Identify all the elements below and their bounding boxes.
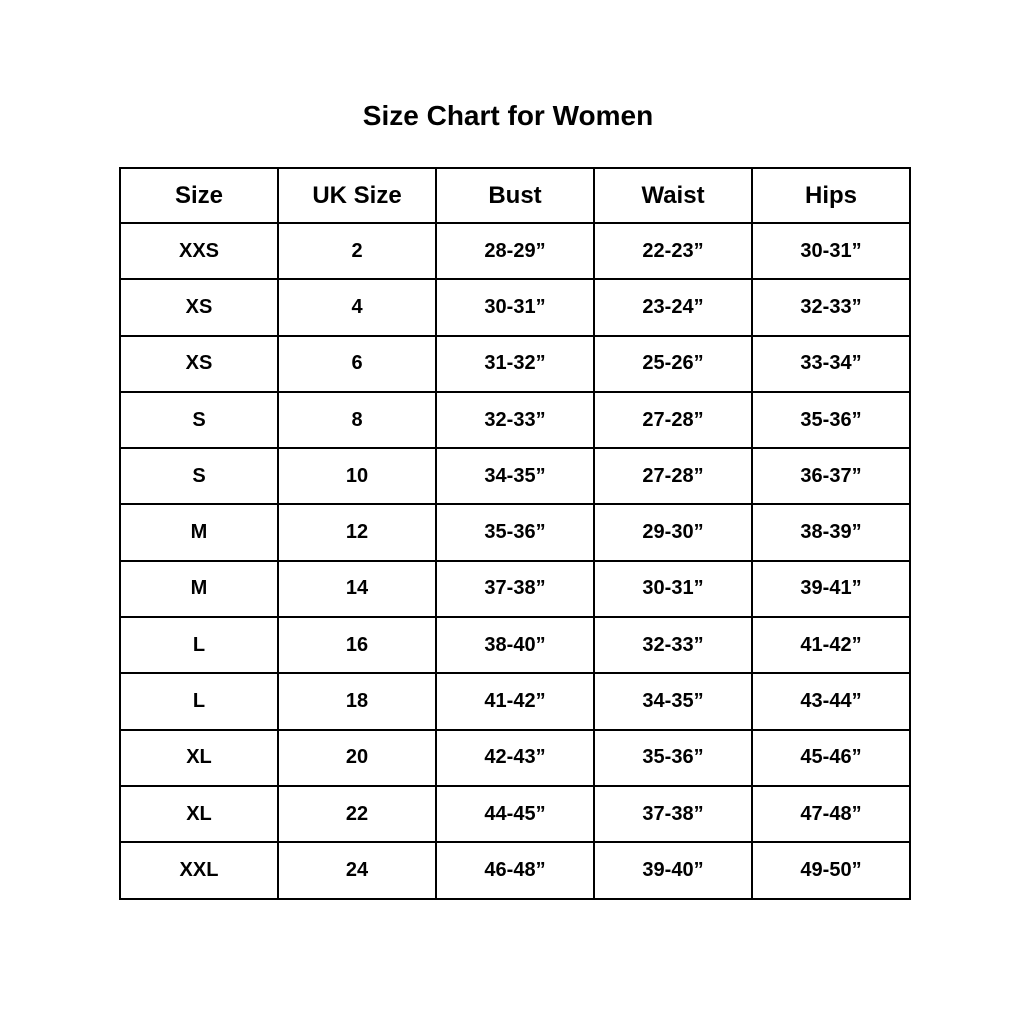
table-row: XS 6 31-32” 25-26” 33-34” bbox=[119, 334, 911, 393]
table-row: L 18 41-42” 34-35” 43-44” bbox=[119, 672, 911, 731]
cell-size: XS bbox=[119, 278, 279, 337]
cell-size: XS bbox=[119, 334, 279, 393]
cell-waist: 37-38” bbox=[593, 784, 753, 844]
header-uk-size: UK Size bbox=[277, 167, 437, 224]
cell-bust: 35-36” bbox=[435, 503, 595, 562]
header-bust: Bust bbox=[435, 167, 595, 224]
cell-hips: 35-36” bbox=[751, 390, 911, 450]
page-title: Size Chart for Women bbox=[362, 100, 654, 131]
cell-bust: 46-48” bbox=[435, 841, 595, 900]
cell-hips: 32-33” bbox=[751, 278, 911, 337]
table-row: S 10 34-35” 27-28” 36-37” bbox=[119, 447, 911, 506]
header-waist: Waist bbox=[593, 167, 753, 224]
size-chart-table: Size UK Size Bust Waist Hips XXS 2 28-29” 2… bbox=[119, 167, 911, 900]
table-header-row: Size UK Size Bust Waist Hips bbox=[119, 167, 911, 224]
table-row: XXL 24 46-48” 39-40” 49-50” bbox=[119, 841, 911, 900]
cell-uk-size: 6 bbox=[277, 334, 437, 393]
cell-waist: 23-24” bbox=[593, 278, 753, 337]
cell-bust: 30-31” bbox=[435, 278, 595, 337]
cell-bust: 28-29” bbox=[435, 221, 595, 281]
cell-uk-size: 10 bbox=[277, 447, 437, 506]
cell-size: S bbox=[119, 390, 279, 450]
cell-uk-size: 18 bbox=[277, 672, 437, 731]
cell-uk-size: 20 bbox=[277, 728, 437, 787]
cell-size: L bbox=[119, 672, 279, 731]
cell-waist: 22-23” bbox=[593, 221, 753, 281]
cell-hips: 41-42” bbox=[751, 616, 911, 675]
cell-bust: 34-35” bbox=[435, 447, 595, 506]
cell-uk-size: 14 bbox=[277, 559, 437, 619]
cell-size: XXL bbox=[119, 841, 279, 900]
cell-waist: 25-26” bbox=[593, 334, 753, 393]
cell-uk-size: 22 bbox=[277, 784, 437, 844]
cell-size: XXS bbox=[119, 221, 279, 281]
table-body: XXS 2 28-29” 22-23” 30-31” XS 4 30-31” 23-24” 32-… bbox=[119, 221, 911, 900]
cell-waist: 30-31” bbox=[593, 559, 753, 619]
cell-uk-size: 4 bbox=[277, 278, 437, 337]
cell-waist: 29-30” bbox=[593, 503, 753, 562]
cell-hips: 49-50” bbox=[751, 841, 911, 900]
cell-uk-size: 2 bbox=[277, 221, 437, 281]
cell-bust: 42-43” bbox=[435, 728, 595, 787]
cell-waist: 39-40” bbox=[593, 841, 753, 900]
cell-bust: 31-32” bbox=[435, 334, 595, 393]
cell-waist: 27-28” bbox=[593, 447, 753, 506]
cell-bust: 37-38” bbox=[435, 559, 595, 619]
cell-hips: 39-41” bbox=[751, 559, 911, 619]
table-row: S 8 32-33” 27-28” 35-36” bbox=[119, 390, 911, 450]
table-row: M 12 35-36” 29-30” 38-39” bbox=[119, 503, 911, 562]
cell-uk-size: 24 bbox=[277, 841, 437, 900]
cell-hips: 47-48” bbox=[751, 784, 911, 844]
header-hips: Hips bbox=[751, 167, 911, 224]
cell-size: M bbox=[119, 559, 279, 619]
cell-bust: 32-33” bbox=[435, 390, 595, 450]
cell-hips: 43-44” bbox=[751, 672, 911, 731]
table-row: XL 22 44-45” 37-38” 47-48” bbox=[119, 784, 911, 844]
header-size: Size bbox=[119, 167, 279, 224]
cell-size: M bbox=[119, 503, 279, 562]
cell-size: L bbox=[119, 616, 279, 675]
cell-size: XL bbox=[119, 728, 279, 787]
cell-hips: 38-39” bbox=[751, 503, 911, 562]
table-row: L 16 38-40” 32-33” 41-42” bbox=[119, 616, 911, 675]
cell-bust: 41-42” bbox=[435, 672, 595, 731]
table-row: XS 4 30-31” 23-24” 32-33” bbox=[119, 278, 911, 337]
table-row: M 14 37-38” 30-31” 39-41” bbox=[119, 559, 911, 619]
cell-waist: 35-36” bbox=[593, 728, 753, 787]
cell-hips: 33-34” bbox=[751, 334, 911, 393]
cell-size: S bbox=[119, 447, 279, 506]
cell-waist: 32-33” bbox=[593, 616, 753, 675]
cell-hips: 30-31” bbox=[751, 221, 911, 281]
cell-size: XL bbox=[119, 784, 279, 844]
cell-bust: 38-40” bbox=[435, 616, 595, 675]
cell-waist: 34-35” bbox=[593, 672, 753, 731]
cell-uk-size: 8 bbox=[277, 390, 437, 450]
cell-bust: 44-45” bbox=[435, 784, 595, 844]
table-row: XL 20 42-43” 35-36” 45-46” bbox=[119, 728, 911, 787]
cell-hips: 36-37” bbox=[751, 447, 911, 506]
table-row: XXS 2 28-29” 22-23” 30-31” bbox=[119, 221, 911, 281]
cell-waist: 27-28” bbox=[593, 390, 753, 450]
cell-uk-size: 16 bbox=[277, 616, 437, 675]
cell-hips: 45-46” bbox=[751, 728, 911, 787]
cell-uk-size: 12 bbox=[277, 503, 437, 562]
